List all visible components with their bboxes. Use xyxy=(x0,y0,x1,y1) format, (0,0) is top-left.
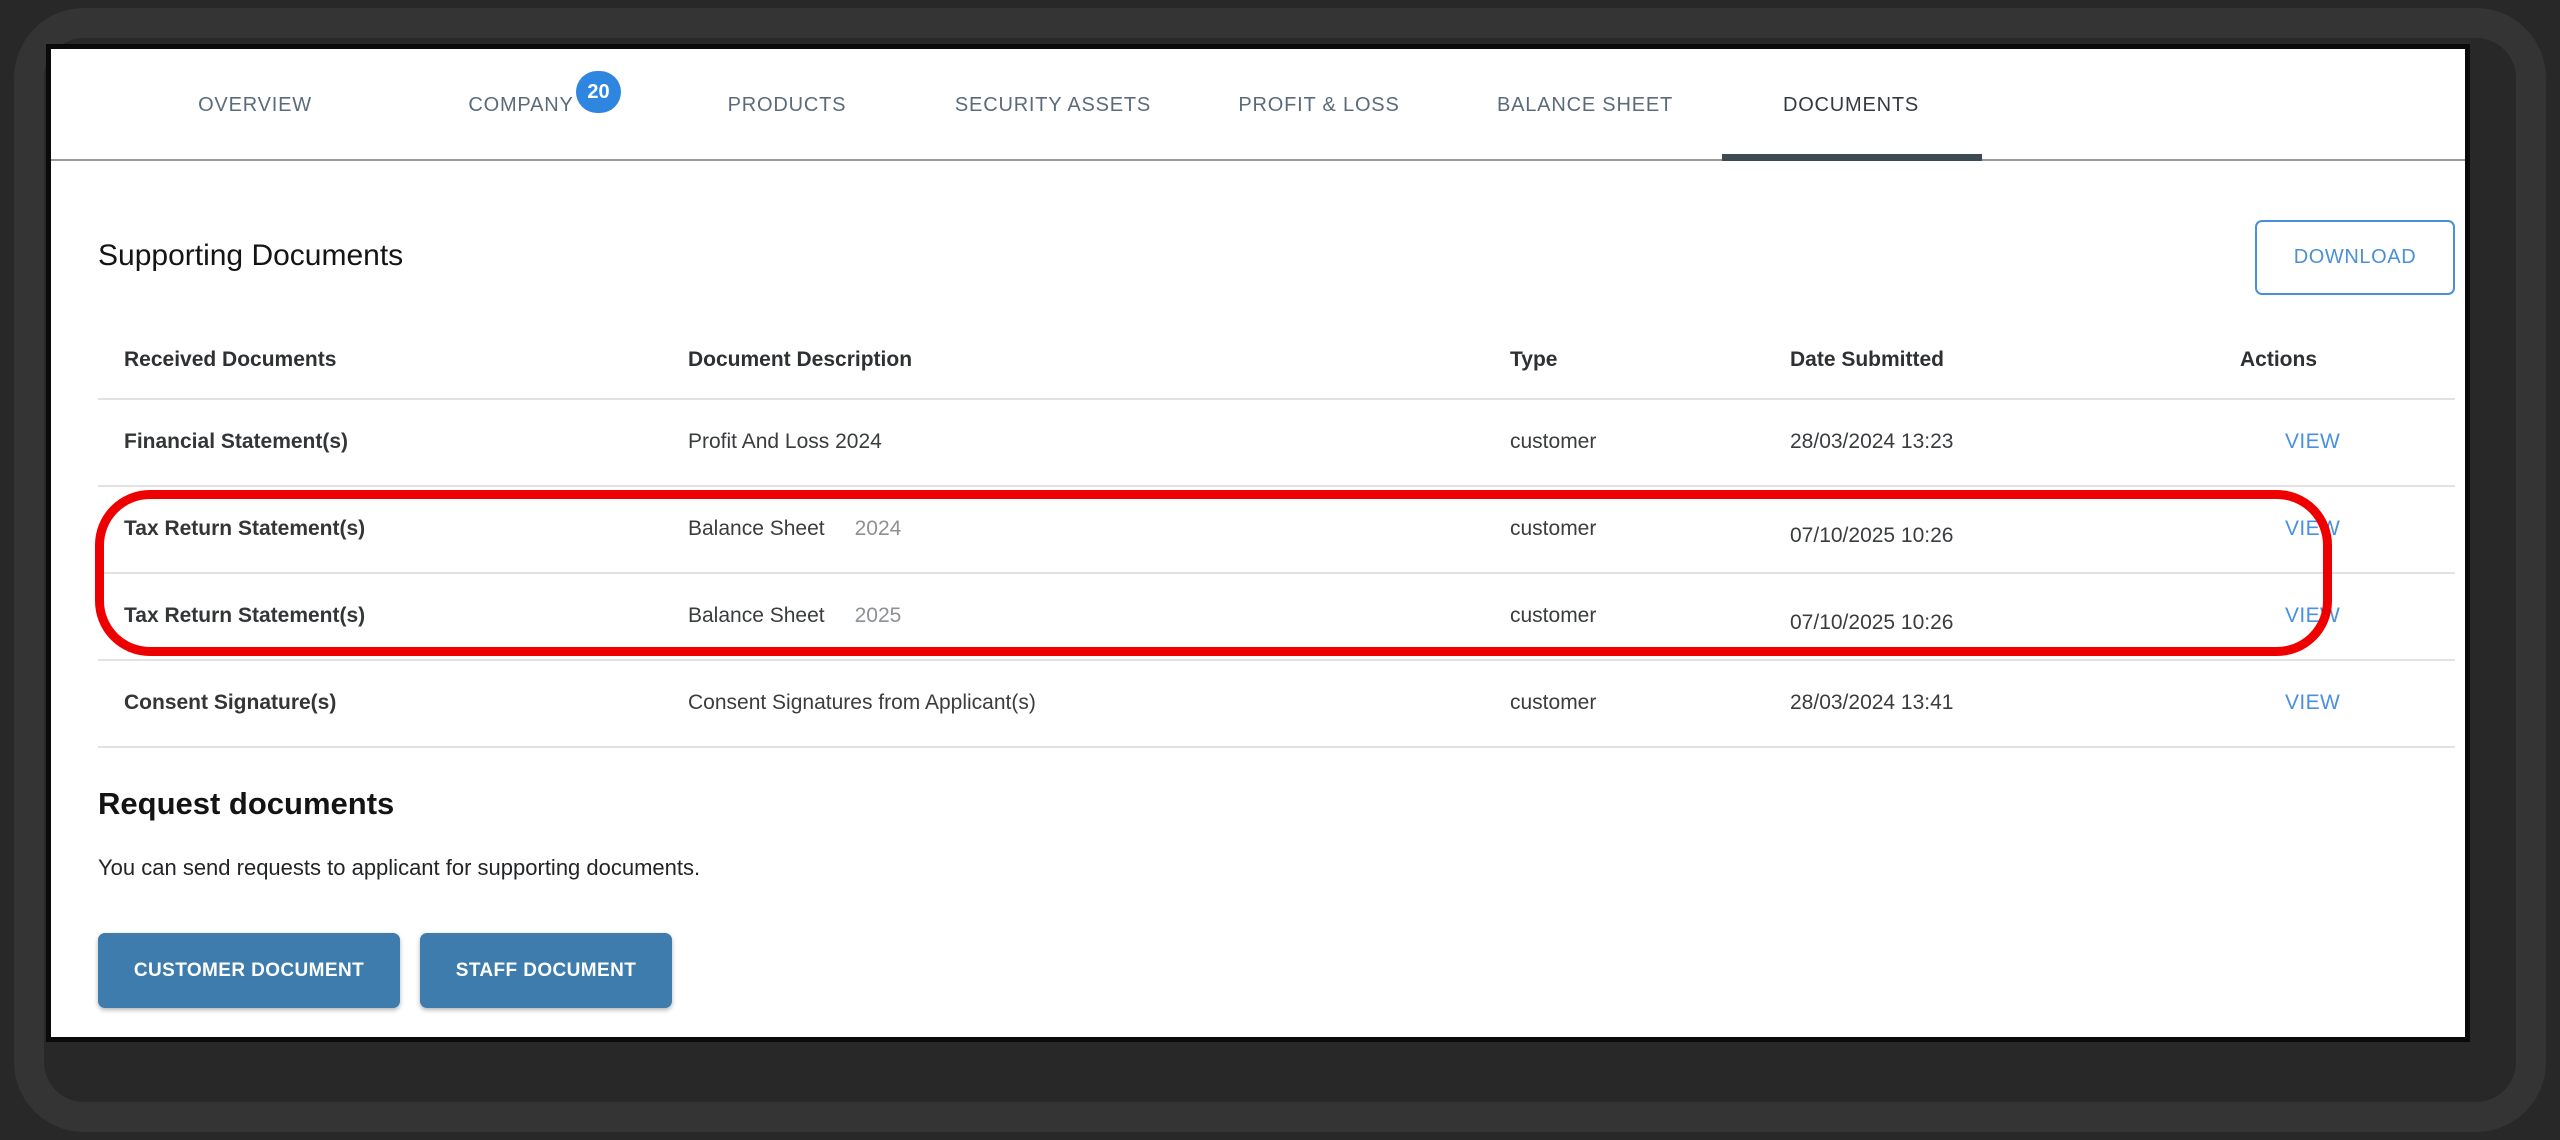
received-document-name: Financial Statement(s) xyxy=(124,429,349,453)
received-document-name: Tax Return Statement(s) xyxy=(124,603,366,627)
document-description: Profit And Loss 2024 xyxy=(688,430,912,454)
view-link[interactable]: VIEW xyxy=(2285,690,2341,714)
active-tab-indicator xyxy=(1722,154,1982,161)
tab-documents[interactable]: DOCUMENTS xyxy=(1782,93,1920,116)
tab-bar: OVERVIEW COMPANY PRODUCTS SECURITY ASSET… xyxy=(122,49,1984,161)
row-divider xyxy=(98,485,2455,487)
view-link[interactable]: VIEW xyxy=(2285,516,2341,540)
row-divider xyxy=(98,659,2455,661)
header-actions: Actions xyxy=(2240,347,2318,371)
date-submitted: 07/10/2025 10:26 xyxy=(1790,610,1954,634)
view-link[interactable]: VIEW xyxy=(2285,603,2341,627)
view-link[interactable]: VIEW xyxy=(2285,429,2341,453)
table-row: Financial Statement(s) Profit And Loss 2… xyxy=(98,398,2455,485)
download-button[interactable]: DOWNLOAD xyxy=(2255,220,2455,295)
document-type: customer xyxy=(1510,690,1597,714)
row-divider xyxy=(98,572,2455,574)
description-text: Profit And Loss 2024 xyxy=(688,429,882,453)
dark-bezel-frame xyxy=(14,8,2546,1132)
document-description: Consent Signatures from Applicant(s) xyxy=(688,691,1066,715)
header-date-submitted: Date Submitted xyxy=(1790,347,1945,371)
date-submitted: 28/03/2024 13:23 xyxy=(1790,429,1954,453)
received-document-name: Consent Signature(s) xyxy=(124,690,337,714)
supporting-documents-title: Supporting Documents xyxy=(98,239,404,272)
description-year: 2024 xyxy=(854,516,902,540)
tabbar-divider xyxy=(51,159,2465,161)
table-row: Tax Return Statement(s) Balance Sheet 202… xyxy=(98,485,2455,572)
description-text: Balance Sheet xyxy=(688,603,825,627)
application-window: OVERVIEW COMPANY PRODUCTS SECURITY ASSET… xyxy=(46,44,2470,1042)
document-type: customer xyxy=(1510,429,1597,453)
header-received-documents: Received Documents xyxy=(124,347,337,371)
request-documents-subtitle: You can send requests to applicant for s… xyxy=(98,855,701,880)
tab-balance-sheet[interactable]: BALANCE SHEET xyxy=(1496,93,1673,116)
staff-document-button[interactable]: STAFF DOCUMENT xyxy=(420,933,672,1008)
header-type: Type xyxy=(1510,347,1558,371)
date-submitted: 28/03/2024 13:41 xyxy=(1790,690,1954,714)
description-text: Balance Sheet xyxy=(688,516,825,540)
document-description: Balance Sheet 2025 xyxy=(688,604,901,628)
description-year: 2025 xyxy=(854,603,902,627)
date-submitted: 07/10/2025 10:26 xyxy=(1790,523,1954,547)
row-divider xyxy=(98,398,2455,400)
document-type: customer xyxy=(1510,603,1597,627)
tab-products[interactable]: PRODUCTS xyxy=(727,93,847,116)
request-documents-title: Request documents xyxy=(98,786,395,821)
tab-company[interactable]: COMPANY xyxy=(468,93,574,116)
tab-overview[interactable]: OVERVIEW xyxy=(198,93,312,116)
customer-document-button[interactable]: CUSTOMER DOCUMENT xyxy=(98,933,400,1008)
header-document-description: Document Description xyxy=(688,347,913,371)
table-row: Consent Signature(s) Consent Signatures … xyxy=(98,659,2455,746)
table-header-row: Received Documents Document Description … xyxy=(98,321,2455,398)
description-text: Consent Signatures from Applicant(s) xyxy=(688,690,1036,714)
company-count-badge: 20 xyxy=(576,71,621,113)
document-description: Balance Sheet 2024 xyxy=(688,517,901,541)
table-row: Tax Return Statement(s) Balance Sheet 202… xyxy=(98,572,2455,659)
received-document-name: Tax Return Statement(s) xyxy=(124,516,366,540)
table-bottom-divider xyxy=(98,746,2455,748)
tab-profit-loss[interactable]: PROFIT & LOSS xyxy=(1238,93,1400,116)
tab-security-assets[interactable]: SECURITY ASSETS xyxy=(954,93,1152,116)
document-type: customer xyxy=(1510,516,1597,540)
